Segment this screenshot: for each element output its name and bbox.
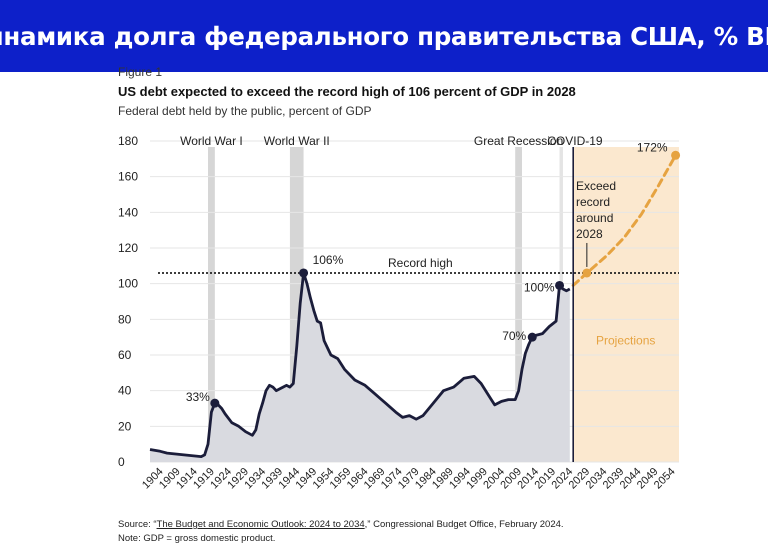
shaded-period-label: Great Recession	[474, 134, 563, 148]
y-tick-label: 80	[118, 312, 132, 326]
source-prefix: Source: “	[118, 519, 157, 530]
shaded-period-0	[208, 147, 215, 462]
shaded-period-label: COVID-19	[547, 134, 603, 148]
figure-label: Figure 1	[118, 65, 163, 79]
projection-label: Projections	[596, 333, 655, 347]
annotation-label: 172%	[637, 140, 668, 154]
annotation-label: 70%	[502, 329, 526, 343]
y-tick-label: 20	[118, 419, 132, 433]
chart-title: US debt expected to exceed the record hi…	[118, 84, 576, 99]
chart-subtitle: Federal debt held by the public, percent…	[118, 104, 372, 118]
exceed-record-annotation: Exceed record around 2028	[576, 179, 616, 241]
banner: Динамика долга федерального правительств…	[0, 0, 768, 72]
history-line	[149, 271, 571, 458]
y-tick-label: 180	[118, 134, 138, 148]
y-tick-label: 40	[118, 384, 132, 398]
y-tick-label: 100	[118, 277, 138, 291]
banner-title: Динамика долга федерального правительств…	[0, 21, 768, 51]
history-area	[150, 273, 570, 462]
footnotes: Source: “The Budget and Economic Outlook…	[118, 518, 564, 546]
gdp-note: Note: GDP = gross domestic product.	[118, 533, 276, 544]
annotation-point	[671, 150, 681, 160]
record-high-label: Record high	[388, 256, 453, 270]
annotation-point	[210, 398, 220, 408]
annotation-label: 33%	[186, 390, 210, 404]
projection-band	[573, 147, 679, 462]
source-note: Source: “The Budget and Economic Outlook…	[118, 518, 564, 532]
annotation-label: 106%	[313, 253, 344, 267]
shaded-period-label: World War I	[180, 134, 243, 148]
source-link[interactable]: The Budget and Economic Outlook: 2024 to…	[156, 519, 365, 530]
annotation-label: 100%	[524, 280, 555, 294]
annotation-point	[299, 268, 309, 278]
annotation-point	[555, 280, 565, 290]
annotation-point	[527, 332, 537, 342]
y-tick-label: 60	[118, 348, 132, 362]
shaded-period-label: World War II	[264, 134, 330, 148]
y-tick-label: 140	[118, 205, 138, 219]
debt-chart: World War I World War II Great RecessionCO…	[118, 134, 681, 491]
y-tick-label: 160	[118, 170, 138, 184]
y-tick-label: 0	[118, 455, 125, 469]
record-crossing-point	[582, 268, 592, 278]
y-tick-label: 120	[118, 241, 138, 255]
source-suffix: ,” Congressional Budget Office, February…	[364, 519, 564, 530]
shaded-period-2	[515, 147, 523, 462]
